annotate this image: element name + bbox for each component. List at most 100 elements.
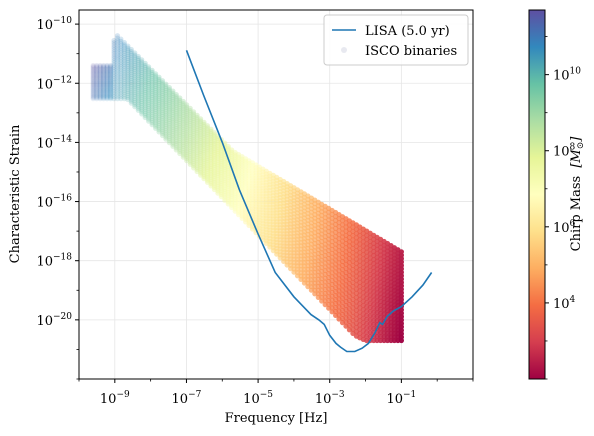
- scatter-point: [215, 183, 221, 190]
- scatter-point: [128, 84, 134, 90]
- scatter-point: [184, 128, 190, 134]
- scatter-point: [132, 62, 138, 68]
- scatter-point: [159, 113, 166, 120]
- scatter-point: [187, 150, 193, 157]
- scatter-point: [173, 109, 179, 115]
- scatter-point: [135, 58, 141, 64]
- scatter-point: [114, 84, 121, 90]
- scatter-point: [97, 92, 103, 98]
- scatter-point: [104, 68, 110, 74]
- scatter-point: [177, 123, 183, 129]
- scatter-point: [101, 76, 107, 83]
- scatter-point: [194, 140, 200, 146]
- scatter-point: [121, 57, 127, 63]
- scatter-point: [111, 73, 117, 79]
- scatter-point: [159, 105, 166, 111]
- scatter-point: [201, 121, 207, 127]
- scatter-point: [125, 49, 131, 55]
- scatter-point: [128, 46, 134, 53]
- scatter-point: [111, 84, 117, 91]
- scatter-point: [118, 61, 124, 67]
- scatter-point: [201, 124, 207, 130]
- scatter-point: [194, 162, 200, 168]
- scatter-point: [104, 89, 110, 95]
- scatter-point: [211, 134, 217, 140]
- scatter-point: [170, 137, 176, 143]
- scatter-point: [184, 136, 190, 142]
- scatter-point: [128, 88, 134, 94]
- scatter-point: [139, 111, 145, 117]
- scatter-point: [139, 100, 145, 107]
- scatter-point: [204, 131, 211, 137]
- scatter-point: [204, 127, 211, 133]
- scatter-point: [139, 90, 145, 96]
- scatter-point: [180, 101, 186, 107]
- scatter-point: [218, 178, 224, 184]
- scatter-point: [211, 136, 217, 142]
- scatter-point: [198, 146, 204, 152]
- scatter-point: [159, 120, 166, 126]
- scatter-point: [163, 104, 169, 110]
- scatter-point: [184, 140, 190, 147]
- scatter-point: [170, 109, 176, 115]
- scatter-point: [191, 145, 197, 152]
- scatter-point: [97, 65, 103, 71]
- scatter-point: [187, 120, 193, 127]
- scatter-point: [198, 124, 204, 131]
- scatter-point: [104, 83, 110, 89]
- scatter-point: [180, 131, 186, 137]
- scatter-point: [177, 144, 183, 150]
- scatter-point: [218, 169, 224, 176]
- scatter-point: [135, 72, 141, 78]
- scatter-point: [90, 74, 96, 80]
- scatter-point: [204, 147, 211, 153]
- scatter-point: [177, 125, 183, 131]
- scatter-point: [118, 96, 124, 102]
- scatter-point: [142, 100, 148, 106]
- scatter-point: [108, 70, 114, 76]
- scatter-point: [177, 99, 183, 105]
- scatter-point: [146, 80, 152, 87]
- scatter-point: [163, 85, 169, 91]
- scatter-point: [211, 154, 217, 160]
- scatter-point: [101, 87, 107, 93]
- scatter-point: [146, 64, 152, 70]
- scatter-point: [104, 80, 110, 86]
- scatter-point: [128, 71, 134, 77]
- scatter-point: [128, 49, 134, 55]
- scatter-point: [177, 131, 183, 137]
- scatter-point: [139, 63, 145, 69]
- scatter-point: [146, 99, 152, 105]
- scatter-point: [180, 137, 186, 143]
- scatter-point: [118, 89, 124, 95]
- scatter-point: [104, 62, 110, 69]
- scatter-point: [198, 116, 204, 122]
- scatter-point: [194, 117, 200, 123]
- scatter-point: [135, 82, 141, 89]
- plot-frame: [78, 9, 474, 380]
- scatter-point: [204, 151, 211, 157]
- scatter-point: [194, 134, 200, 140]
- scatter-point: [139, 61, 145, 67]
- scatter-point: [159, 122, 166, 128]
- scatter-point: [204, 144, 211, 151]
- scatter-point: [156, 97, 162, 103]
- scatter-point: [184, 155, 190, 162]
- scatter-point: [211, 182, 217, 188]
- scatter-point: [170, 99, 176, 105]
- scatter-point: [135, 68, 141, 74]
- scatter-point: [128, 94, 134, 100]
- scatter-point: [201, 141, 207, 147]
- scatter-point: [121, 78, 127, 85]
- scatter-point: [108, 91, 114, 97]
- scatter-point: [180, 143, 186, 149]
- scatter-point: [198, 122, 204, 128]
- scatter-point: [142, 71, 148, 77]
- scatter-point: [187, 105, 193, 111]
- scatter-point: [90, 82, 96, 88]
- scatter-point: [118, 45, 124, 51]
- scatter-point: [94, 65, 100, 71]
- scatter-point: [204, 136, 211, 142]
- scatter-point: [135, 62, 141, 68]
- scatter-point: [187, 123, 193, 129]
